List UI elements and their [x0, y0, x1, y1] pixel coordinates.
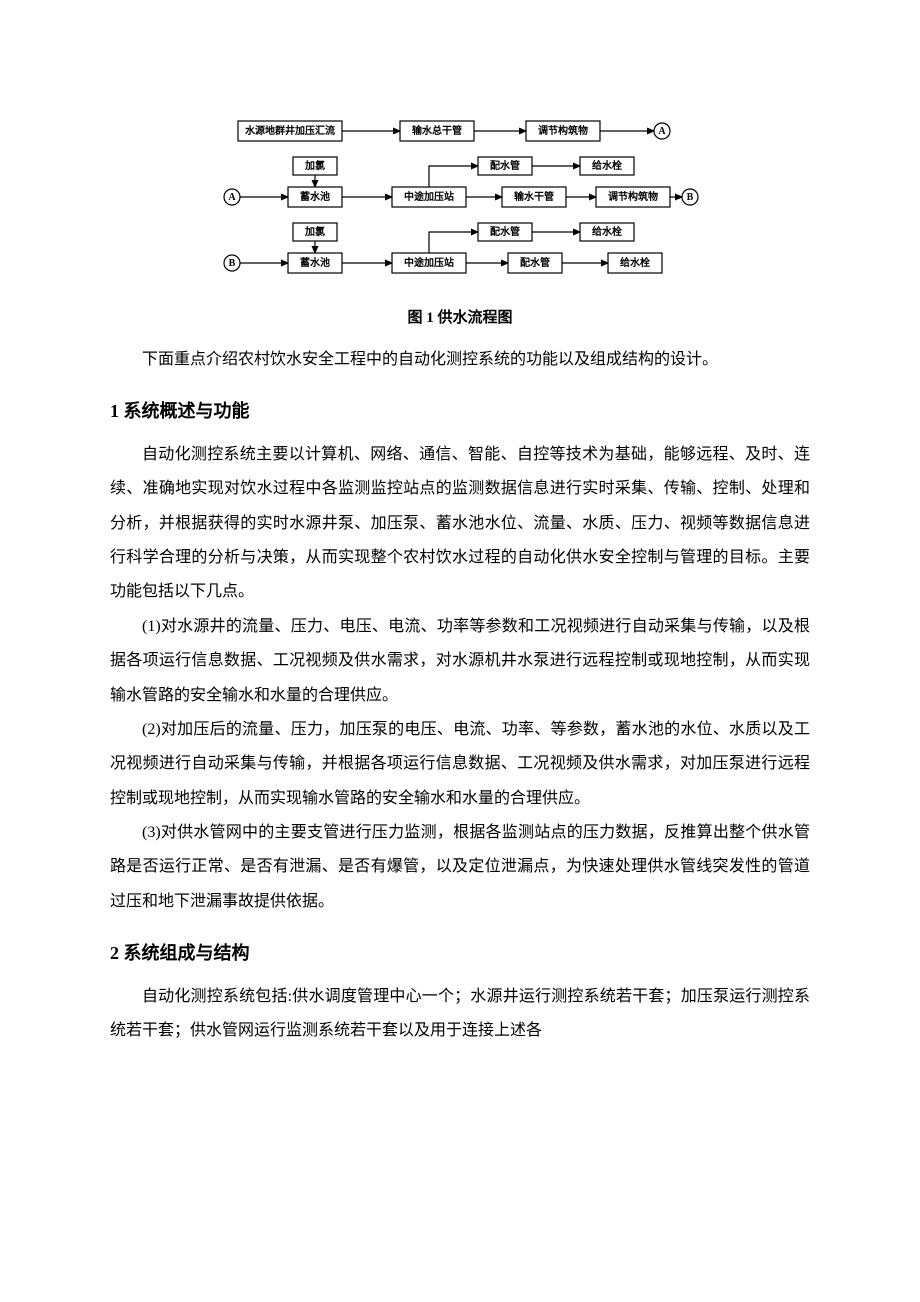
- section-2-title: 系统组成与结构: [124, 943, 250, 963]
- svg-text:输水总干管: 输水总干管: [412, 124, 462, 137]
- svg-text:调节构筑物: 调节构筑物: [538, 124, 588, 137]
- flowchart-figure: 水源地群井加压汇流输水总干管调节构筑物A加氯配水管给水栓A蓄水池中途加压站输水干…: [220, 100, 700, 327]
- svg-text:给水栓: 给水栓: [620, 256, 650, 269]
- svg-text:蓄水池: 蓄水池: [300, 256, 330, 269]
- svg-text:中途加压站: 中途加压站: [404, 190, 454, 203]
- svg-text:配水管: 配水管: [490, 159, 520, 172]
- svg-text:A: A: [228, 192, 236, 203]
- svg-text:中途加压站: 中途加压站: [404, 256, 454, 269]
- svg-text:输水干管: 输水干管: [514, 190, 554, 203]
- svg-text:水源地群井加压汇流: 水源地群井加压汇流: [244, 124, 335, 137]
- section-1-heading: 1 系统概述与功能: [110, 395, 810, 427]
- section-1-p3: (2)对加压后的流量、压力，加压泵的电压、电流、功率、等参数，蓄水池的水位、水质…: [110, 713, 810, 816]
- intro-paragraph: 下面重点介绍农村饮水安全工程中的自动化测控系统的功能以及组成结构的设计。: [110, 343, 810, 377]
- section-1-p2: (1)对水源井的流量、压力、电压、电流、功率等参数和工况视频进行自动采集与传输，…: [110, 610, 810, 713]
- svg-text:给水栓: 给水栓: [592, 159, 622, 172]
- section-1-p1: 自动化测控系统主要以计算机、网络、通信、智能、自控等技术为基础，能够远程、及时、…: [110, 438, 810, 610]
- svg-text:蓄水池: 蓄水池: [300, 190, 330, 203]
- section-2-heading: 2 系统组成与结构: [110, 937, 810, 969]
- svg-text:加氯: 加氯: [304, 159, 325, 172]
- svg-text:调节构筑物: 调节构筑物: [608, 190, 658, 203]
- svg-text:A: A: [658, 126, 666, 137]
- section-2-number: 2: [110, 943, 119, 963]
- svg-text:配水管: 配水管: [520, 256, 550, 269]
- svg-text:B: B: [687, 192, 694, 203]
- svg-text:B: B: [229, 258, 236, 269]
- svg-text:给水栓: 给水栓: [592, 225, 622, 238]
- section-1-number: 1: [110, 401, 119, 421]
- section-1-p4: (3)对供水管网中的主要支管进行压力监测，根据各监测站点的压力数据，反推算出整个…: [110, 816, 810, 919]
- figure-caption: 图 1 供水流程图: [220, 306, 700, 327]
- svg-text:加氯: 加氯: [304, 225, 325, 238]
- svg-text:配水管: 配水管: [490, 225, 520, 238]
- section-1-title: 系统概述与功能: [124, 401, 250, 421]
- section-2-p1: 自动化测控系统包括:供水调度管理中心一个；水源井运行测控系统若干套；加压泵运行测…: [110, 980, 810, 1049]
- flowchart-svg: 水源地群井加压汇流输水总干管调节构筑物A加氯配水管给水栓A蓄水池中途加压站输水干…: [220, 100, 700, 300]
